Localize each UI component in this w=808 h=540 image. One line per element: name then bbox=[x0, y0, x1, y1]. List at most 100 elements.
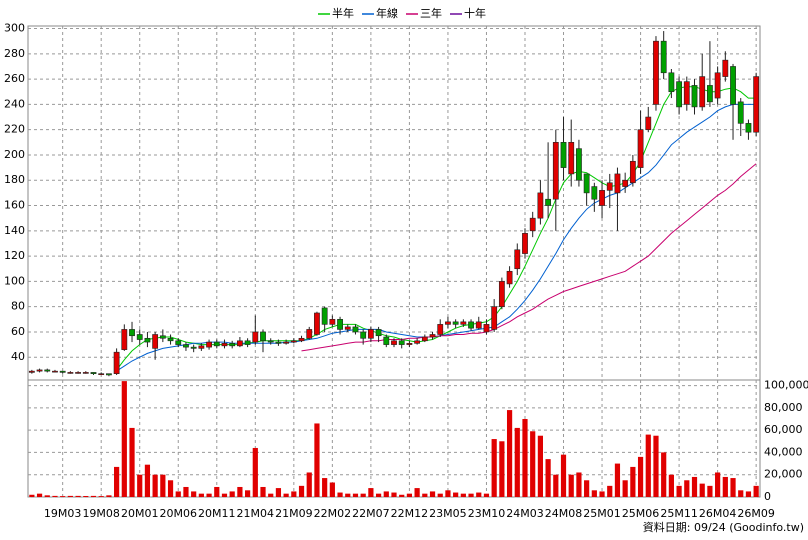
candle-body bbox=[152, 334, 159, 349]
volume-bar bbox=[214, 486, 220, 497]
candle-body bbox=[545, 198, 552, 206]
volume-bar bbox=[422, 493, 428, 497]
volume-bar bbox=[668, 474, 674, 497]
candle-body bbox=[82, 372, 89, 374]
volume-bar bbox=[352, 493, 359, 497]
volume-bar bbox=[375, 493, 382, 497]
candle-body bbox=[36, 369, 43, 372]
volume-bar bbox=[453, 492, 459, 497]
y-tick-label: 60 bbox=[11, 325, 25, 338]
candle-body bbox=[275, 341, 282, 344]
candle-body bbox=[445, 321, 451, 325]
volume-bar bbox=[44, 495, 50, 497]
candle-body bbox=[67, 372, 74, 374]
candle-body bbox=[714, 72, 721, 99]
candle-body bbox=[629, 160, 636, 184]
candle-body bbox=[113, 351, 120, 374]
candle-body bbox=[468, 321, 474, 329]
candle-body bbox=[699, 76, 706, 108]
y-tick-label: 80 bbox=[11, 300, 25, 313]
volume-bar bbox=[730, 478, 736, 497]
legend-label: 年線 bbox=[376, 6, 398, 20]
volume-bar bbox=[306, 472, 312, 497]
volume-bar bbox=[599, 491, 605, 497]
volume-bar bbox=[445, 490, 451, 497]
volume-bar bbox=[715, 472, 721, 497]
candle-body bbox=[260, 331, 266, 342]
y-tick-label: 100 bbox=[4, 274, 25, 287]
volume-bar bbox=[152, 474, 158, 497]
y-tick-label: 240 bbox=[4, 97, 25, 110]
volume-bar bbox=[753, 485, 759, 497]
volume-bar bbox=[175, 491, 181, 497]
volume-bar bbox=[691, 476, 698, 497]
candle-body bbox=[437, 324, 444, 335]
x-tick-label: 22M02 bbox=[314, 507, 352, 520]
candle-body bbox=[190, 346, 197, 349]
candle-body bbox=[360, 331, 367, 339]
candle-body bbox=[491, 306, 498, 330]
volume-bar bbox=[29, 494, 35, 497]
volume-bar bbox=[483, 493, 490, 497]
volume-bar bbox=[260, 486, 266, 497]
x-tick-label: 24M08 bbox=[545, 507, 583, 520]
y-tick-label: 160 bbox=[4, 199, 25, 212]
candle-body bbox=[52, 370, 58, 373]
volume-bar bbox=[645, 434, 651, 497]
volume-bar bbox=[429, 491, 436, 497]
candle-body bbox=[206, 341, 212, 348]
x-tick-label: 23M10 bbox=[468, 507, 506, 520]
candle-body bbox=[121, 329, 128, 350]
volume-bar bbox=[591, 490, 597, 497]
volume-bar bbox=[291, 491, 297, 497]
volume-bar bbox=[745, 491, 752, 497]
legend-label: 三年 bbox=[420, 6, 442, 20]
y-tick-label: 120 bbox=[4, 249, 25, 262]
candle-body bbox=[514, 249, 521, 270]
volume-bar bbox=[391, 492, 397, 497]
candle-body bbox=[59, 370, 66, 373]
y-tick-label: 140 bbox=[4, 224, 25, 237]
candle-body bbox=[391, 340, 397, 345]
candle-body bbox=[691, 85, 698, 108]
candle-body bbox=[406, 343, 413, 345]
volume-bar bbox=[144, 464, 151, 497]
volume-bar bbox=[129, 427, 135, 497]
volume-bar bbox=[114, 466, 120, 497]
candle-body bbox=[337, 319, 343, 330]
candle-body bbox=[298, 337, 305, 342]
volume-bar bbox=[468, 493, 474, 497]
candle-body bbox=[552, 142, 559, 200]
volume-bar bbox=[121, 381, 127, 497]
candle-body bbox=[344, 326, 351, 330]
volume-bar bbox=[337, 492, 343, 497]
candle-body bbox=[375, 329, 382, 337]
x-tick-label: 25M06 bbox=[622, 507, 660, 520]
volume-bar bbox=[406, 493, 413, 497]
candle-body bbox=[745, 123, 752, 133]
volume-bar bbox=[314, 423, 320, 497]
candle-body bbox=[606, 182, 613, 191]
volume-bar bbox=[137, 474, 143, 497]
volume-bar bbox=[229, 491, 235, 497]
volume-bar bbox=[676, 485, 682, 497]
volume-bar bbox=[476, 492, 482, 497]
candle-body bbox=[737, 101, 744, 124]
volume-bar bbox=[568, 474, 574, 497]
volume-bar bbox=[191, 491, 197, 497]
volume-bar bbox=[460, 493, 466, 497]
candle-body bbox=[183, 344, 189, 348]
candle-body bbox=[175, 340, 182, 345]
candle-body bbox=[421, 336, 428, 342]
volume-bar bbox=[607, 485, 613, 497]
x-tick-label: 19M08 bbox=[82, 507, 120, 520]
candle-body bbox=[730, 66, 736, 105]
volume-bar bbox=[283, 493, 289, 497]
candle-body bbox=[568, 142, 575, 175]
candle-body bbox=[460, 321, 467, 325]
volume-bar bbox=[52, 495, 58, 497]
candle-body bbox=[329, 319, 336, 325]
x-tick-label: 25M11 bbox=[660, 507, 698, 520]
candle-body bbox=[707, 85, 713, 103]
candle-body bbox=[159, 335, 166, 339]
